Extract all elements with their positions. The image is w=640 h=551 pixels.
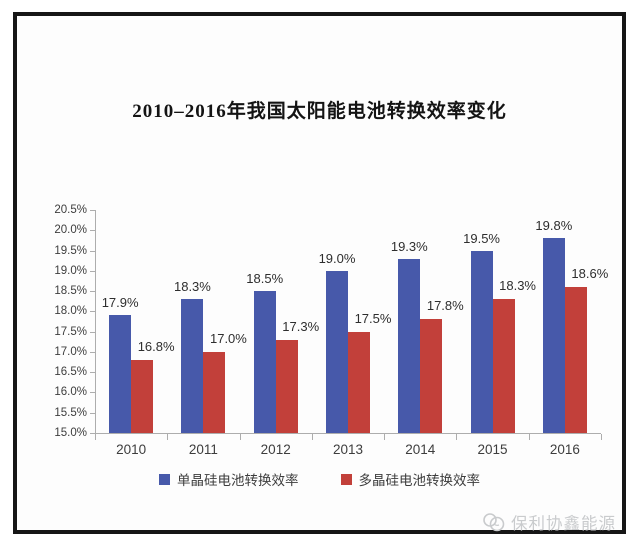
y-axis-tick-mark [90,291,95,293]
y-axis-tick-label: 20.5% [54,204,87,216]
y-axis-tick-label: 17.5% [54,325,87,338]
bar-mono [181,299,204,433]
y-axis-line [95,210,96,433]
bar-value-label-mono: 19.0% [318,250,356,266]
x-axis-tick-mark [384,434,386,440]
bar-mono [109,315,132,433]
bar-poly [420,319,443,433]
bar-value-label-poly: 18.6% [571,266,609,282]
x-axis-tick-mark [311,434,313,440]
bar-poly [492,299,515,433]
bar-poly [348,331,370,433]
bar-mono [398,258,421,433]
y-axis-tick-mark [90,270,95,272]
watermark-text: 保利协鑫能源 [511,515,616,533]
y-axis-tick-label: 15.5% [54,406,87,419]
x-axis-tick-mark [601,434,602,440]
bar-poly [131,360,154,433]
y-axis-tick-label: 18.0% [54,305,87,318]
bar-value-label-mono: 19.5% [463,230,500,246]
bar-value-label-poly: 17.3% [282,318,320,334]
x-axis-tick-mark [239,434,241,440]
legend-item: 单晶硅电池转换效率 [159,469,299,489]
y-axis-tick-label: 16.0% [54,386,87,399]
legend-item: 多晶硅电池转换效率 [340,469,481,489]
bar-poly [275,339,298,433]
x-axis-category-label: 2015 [477,442,508,457]
y-axis-tick-mark [90,433,95,434]
y-axis-tick-label: 15.0% [54,427,87,439]
y-axis-tick-mark [90,311,95,313]
bar-value-label-poly: 17.5% [354,310,392,326]
y-axis-tick-label: 16.5% [54,366,87,379]
legend: 单晶硅电池转换效率 多晶硅电池转换效率 [17,469,622,489]
x-axis-category-label: 2013 [332,442,364,457]
bar-value-label-poly: 17.8% [426,298,464,314]
bar-value-label-mono: 19.3% [390,238,428,254]
x-axis-line [95,433,601,434]
bar-value-label-poly: 18.3% [499,278,536,294]
x-axis-tick-mark [95,434,96,440]
watermark: 保利协鑫能源 [481,510,616,534]
legend-swatch-icon [340,473,352,485]
legend-swatch-icon [159,473,170,485]
chart-title: 2010–2016年我国太阳能电池转换效率变化 [132,101,507,122]
bar-mono [542,238,565,433]
bar-mono [470,250,493,433]
bar-value-label-mono: 17.9% [101,295,139,311]
bar-poly [564,287,587,433]
x-axis-tick-mark [167,434,169,440]
y-axis-tick-mark [90,250,95,252]
y-axis-tick-mark [90,372,95,374]
legend-label: 多晶硅电池转换效率 [358,473,481,488]
y-axis-tick-mark [90,331,95,333]
x-axis-category-label: 2014 [405,442,436,457]
bar-value-label-poly: 17.0% [209,330,247,346]
y-axis-tick-label: 17.0% [54,345,87,358]
x-axis-tick-mark [456,434,458,440]
bar-value-label-mono: 18.3% [173,279,211,295]
y-axis-tick-mark [90,210,95,211]
chart-frame: 2010–2016年我国太阳能电池转换效率变化 15.0% 15.5% 16.0% 1… [13,12,626,534]
y-axis-tick-mark [90,392,95,394]
gcl-cloud-logo-icon [481,512,507,532]
bar-value-label-poly: 16.8% [137,339,175,355]
bar-poly [203,351,226,433]
bar-mono [253,291,276,433]
x-axis-tick-mark [528,434,530,440]
y-axis-tick-label: 20.0% [54,224,87,237]
bar-value-label-mono: 18.5% [246,271,284,287]
bar-mono [326,270,348,433]
x-axis-category-label: 2012 [260,442,291,457]
legend-label: 单晶硅电池转换效率 [177,473,299,488]
y-axis-tick-label: 19.5% [54,244,87,257]
y-axis-tick-label: 19.0% [54,264,87,277]
y-axis-tick-mark [90,230,95,232]
x-axis-category-label: 2011 [188,442,218,457]
y-axis-tick-mark [90,351,95,353]
x-axis-category-label: 2016 [549,442,580,457]
x-axis-category-label: 2010 [116,442,147,457]
bar-value-label-mono: 19.8% [535,218,573,234]
plot-area: 15.0% 15.5% 16.0% 16.5% 17.0% 17.5% 18.0% 18.5%… [17,16,622,530]
y-axis-tick-mark [90,412,95,414]
y-axis-tick-label: 18.5% [54,285,87,298]
